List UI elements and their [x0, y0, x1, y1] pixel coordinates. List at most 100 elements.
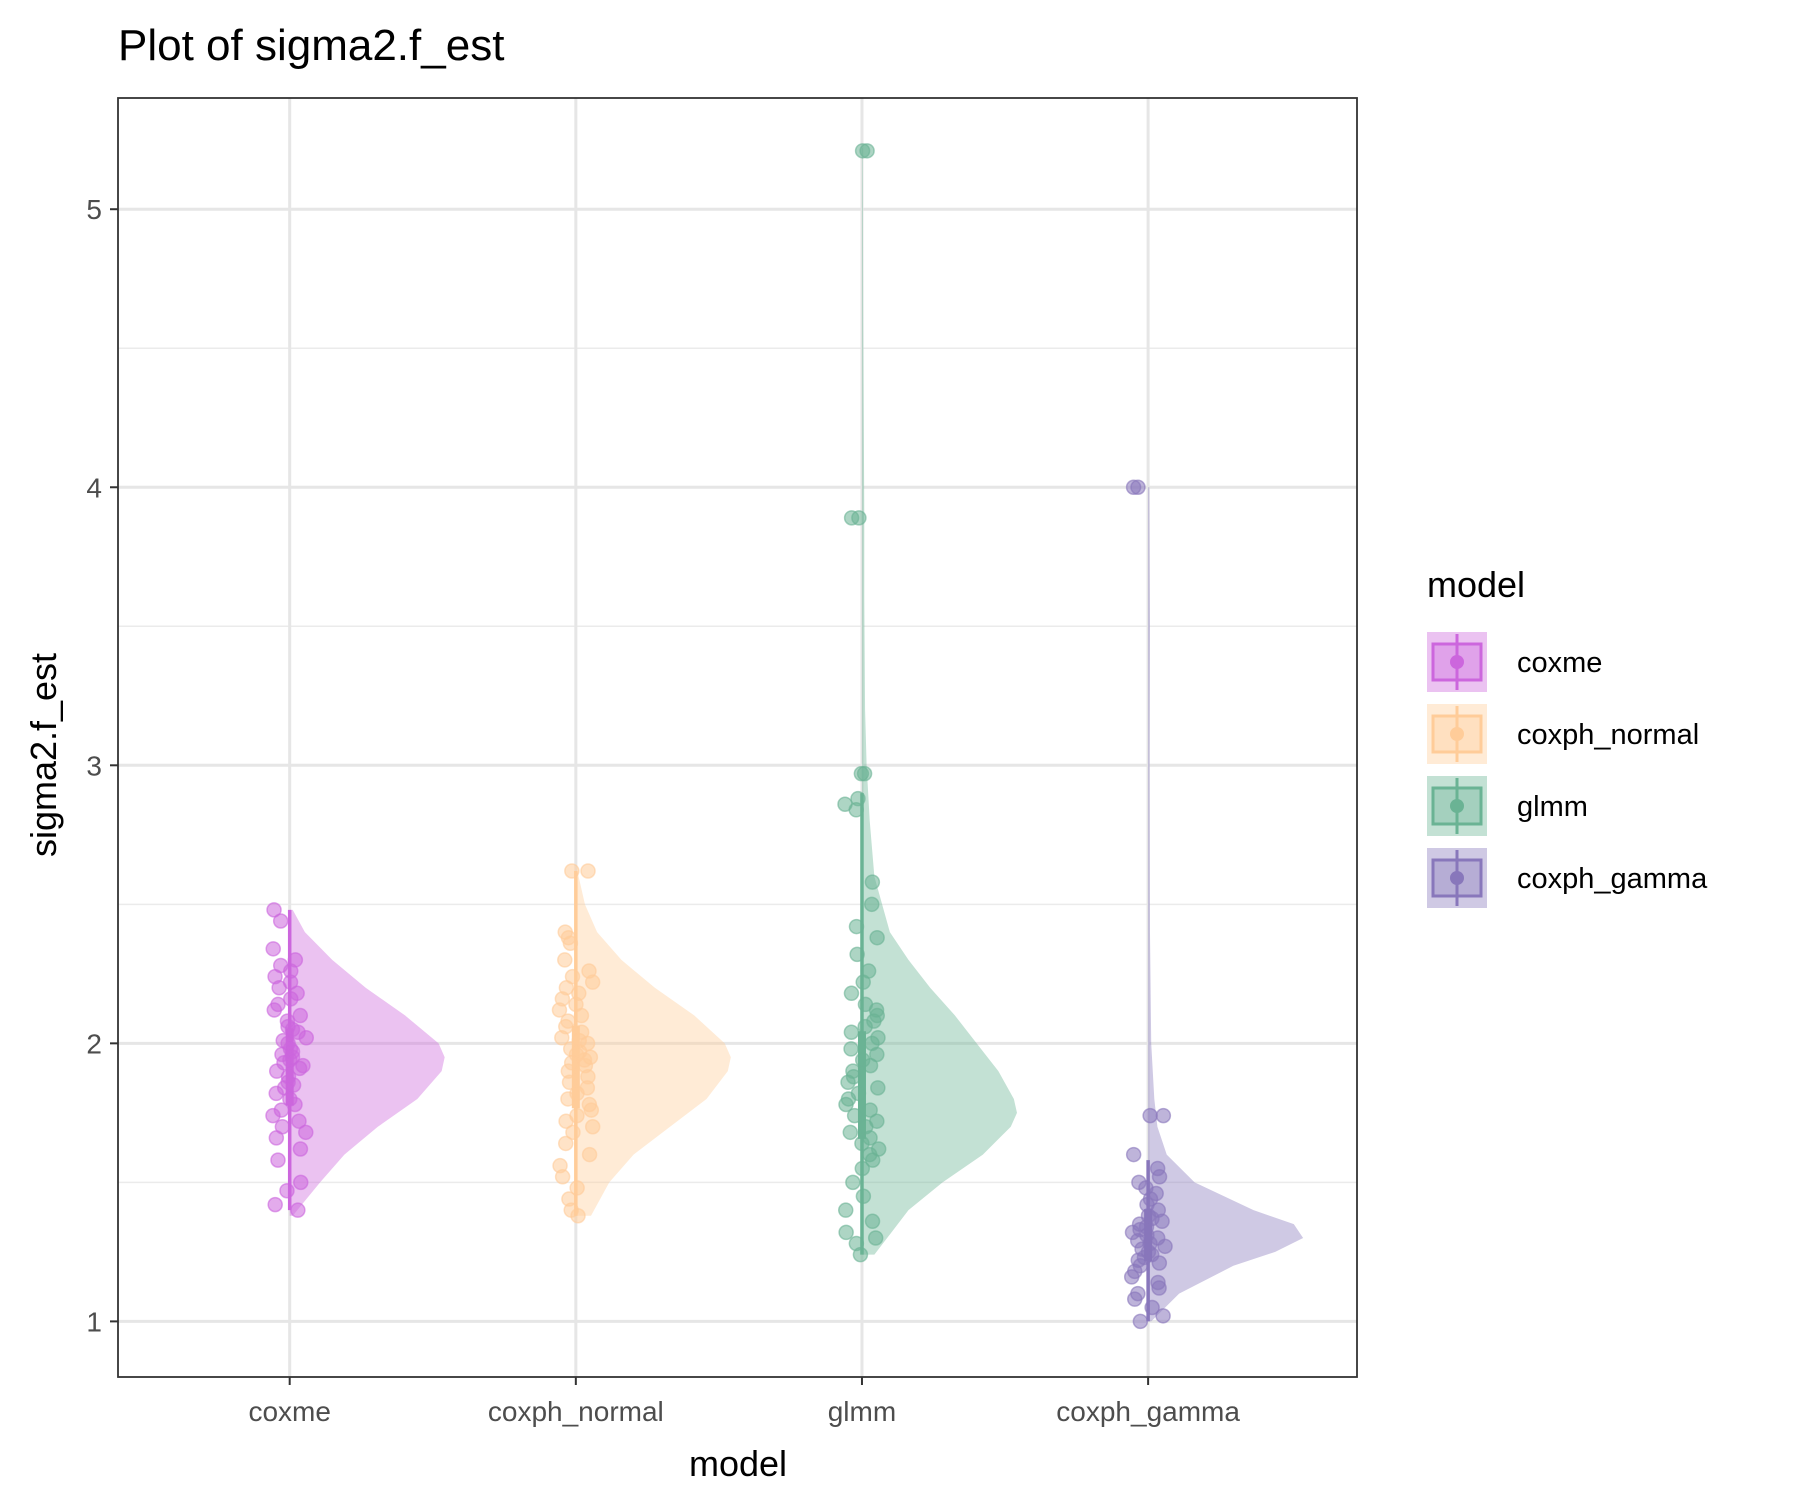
data-point	[266, 902, 282, 918]
panel-border	[117, 97, 1358, 1378]
data-point	[850, 790, 866, 807]
data-point	[270, 996, 286, 1013]
data-point	[287, 952, 304, 968]
data-point	[564, 863, 580, 879]
panel-background	[118, 98, 1357, 1377]
y-axis-title: sigma2.f_est	[23, 653, 64, 857]
data-point	[292, 1007, 309, 1024]
series-coxme	[265, 902, 445, 1218]
data-point	[273, 1102, 290, 1118]
data-point	[848, 918, 865, 935]
data-point	[580, 863, 596, 879]
data-point	[854, 1160, 871, 1177]
data-point	[843, 1041, 859, 1057]
legend-key-point	[1450, 871, 1464, 885]
data-point	[290, 1202, 306, 1218]
data-point	[863, 896, 880, 913]
legend-label: coxme	[1517, 647, 1602, 679]
data-point	[838, 1224, 854, 1241]
x-tick-label: coxph_normal	[488, 1396, 664, 1427]
series-glmm	[837, 143, 1017, 1263]
data-point	[565, 1124, 581, 1141]
data-point	[851, 510, 867, 526]
data-point	[855, 1188, 872, 1205]
data-point	[1149, 1160, 1166, 1177]
data-point	[265, 941, 281, 957]
data-point	[291, 1113, 307, 1129]
data-point	[560, 1013, 576, 1029]
data-point	[292, 1141, 309, 1157]
data-point	[1144, 1299, 1160, 1316]
data-point	[867, 1230, 884, 1246]
data-point	[1132, 1313, 1149, 1330]
data-point	[1142, 1107, 1158, 1124]
data-point	[864, 874, 881, 890]
data-point	[854, 143, 871, 159]
legend-item-coxme: coxme	[1427, 632, 1602, 692]
data-point	[569, 1107, 585, 1124]
density-glmm	[861, 148, 1017, 1255]
data-point	[870, 1141, 887, 1157]
data-point	[1125, 1146, 1142, 1163]
data-point	[557, 952, 573, 968]
data-point	[275, 1032, 291, 1049]
data-point	[584, 1119, 601, 1135]
data-point	[862, 1102, 878, 1118]
y-tick-label: 5	[86, 194, 102, 225]
data-point	[845, 1063, 861, 1079]
x-tick-label: coxme	[248, 1396, 330, 1427]
density-coxph_normal	[575, 870, 731, 1216]
data-point	[850, 1085, 867, 1102]
data-point	[853, 765, 870, 782]
data-point	[552, 1157, 568, 1174]
data-point	[279, 1013, 296, 1029]
data-point	[274, 1119, 291, 1135]
data-point	[1130, 1285, 1146, 1302]
data-point	[272, 957, 289, 974]
x-axis-title: model	[689, 1443, 787, 1484]
y-tick-label: 4	[86, 472, 102, 503]
plot-area: 1 2 3 4 5 coxme coxph_normal glmm coxph_gamma	[86, 97, 1358, 1427]
y-tick-label: 1	[86, 1306, 102, 1337]
data-point	[581, 1096, 598, 1113]
data-point	[557, 924, 573, 940]
data-point	[267, 1196, 283, 1213]
data-point	[1125, 479, 1142, 496]
data-point	[298, 1124, 314, 1141]
data-point	[843, 985, 860, 1002]
legend-item-glmm: glmm	[1427, 776, 1588, 836]
data-point	[581, 1146, 598, 1163]
legend-key-point	[1450, 799, 1464, 813]
data-point	[864, 1213, 881, 1230]
data-point	[569, 1180, 585, 1196]
density-coxme	[289, 909, 445, 1216]
data-point	[854, 1052, 871, 1068]
data-point	[869, 929, 885, 946]
data-point	[557, 1135, 574, 1152]
data-point	[1155, 1107, 1172, 1124]
data-point	[860, 963, 877, 979]
data-point	[857, 996, 874, 1013]
y-tick-label: 2	[86, 1028, 102, 1059]
legend-key-point	[1450, 655, 1464, 669]
data-point	[1155, 1308, 1171, 1324]
legend-item-coxph_gamma: coxph_gamma	[1427, 848, 1708, 908]
series-coxph_normal	[551, 863, 731, 1224]
legend-key-point	[1450, 727, 1464, 741]
data-point	[564, 968, 581, 985]
data-point	[292, 1174, 309, 1191]
legend-item-coxph_normal: coxph_normal	[1427, 704, 1699, 764]
data-point	[573, 1024, 590, 1040]
data-point	[849, 946, 865, 963]
legend-title: model	[1427, 564, 1525, 605]
data-point	[289, 985, 305, 1002]
chart-title: Plot of sigma2.f_est	[118, 21, 504, 70]
legend-label: coxph_normal	[1517, 719, 1699, 751]
data-point	[842, 1124, 859, 1141]
y-tick-label: 3	[86, 750, 102, 781]
data-point	[295, 1057, 311, 1074]
x-tick-label: coxph_gamma	[1056, 1396, 1240, 1427]
data-point	[581, 963, 597, 979]
